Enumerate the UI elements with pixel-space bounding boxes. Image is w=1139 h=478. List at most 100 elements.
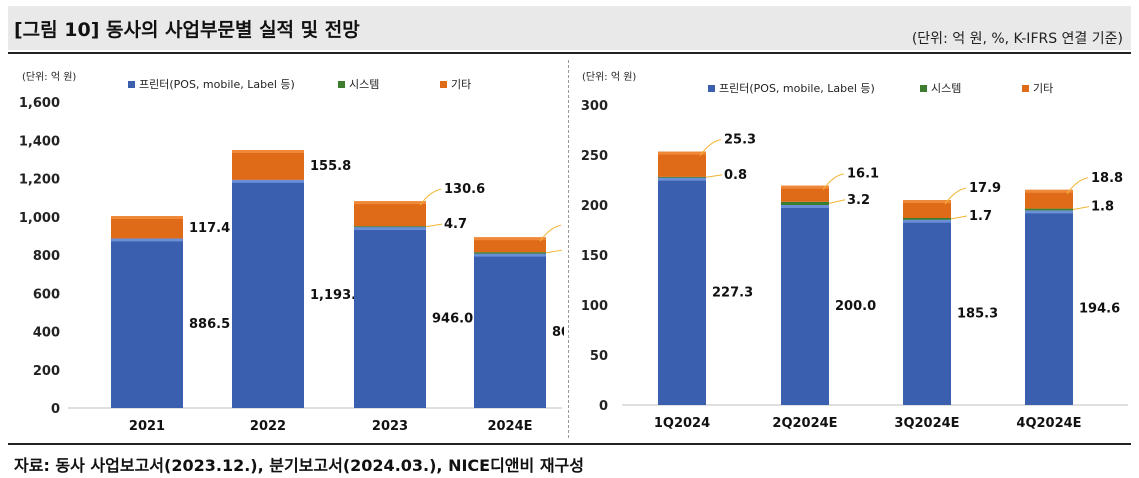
quarterly-legend-swatch-other xyxy=(1022,85,1029,92)
quarterly-bar-other-2Q2024E xyxy=(781,185,829,202)
quarterly-ytick-label: 50 xyxy=(590,349,608,364)
quarterly-legend-swatch-printer xyxy=(708,85,715,92)
annual-data-label-other: 155.8 xyxy=(310,159,351,174)
quarterly-ytick-label: 100 xyxy=(581,299,608,314)
annual-ytick-label: 1,200 xyxy=(19,173,60,188)
quarterly-data-label-other: 16.1 xyxy=(847,167,879,182)
annual-ytick-label: 1,000 xyxy=(19,211,60,226)
figure-title: [그림 10] 동사의 사업부문별 실적 및 전망 xyxy=(14,19,360,41)
annual-ytick-label: 200 xyxy=(33,364,60,379)
quarterly-legend-label-printer: 프린터(POS, mobile, Label 등) xyxy=(719,82,875,95)
annual-leader-other xyxy=(539,224,562,242)
annual-bar-other-2022 xyxy=(232,150,304,180)
quarterly-category-label: 2Q2024E xyxy=(772,416,837,431)
annual-bar-highlight-other-2024E xyxy=(474,237,546,241)
quarterly-category-label: 4Q2024E xyxy=(1016,416,1081,431)
annual-bar-printer-2022 xyxy=(232,179,304,408)
bottom-rule xyxy=(8,443,1131,445)
quarterly-leader-other xyxy=(699,139,722,156)
quarterly-leader-other xyxy=(944,187,967,205)
annual-legend-swatch-printer xyxy=(128,81,135,88)
quarterly-bar-highlight-printer-2Q2024E xyxy=(781,205,829,208)
unit-note: (단위: 억 원, %, K-IFRS 연결 기준) xyxy=(911,31,1123,47)
quarterly-bar-printer-3Q2024E xyxy=(903,219,951,405)
annual-legend-swatch-other xyxy=(440,81,447,88)
quarterly-ytick-label: 250 xyxy=(581,149,608,164)
annual-category-label: 2023 xyxy=(372,419,408,434)
quarterly-bar-other-3Q2024E xyxy=(903,200,951,218)
quarterly-segment-chart: (단위: 억 원) 프린터(POS, mobile, Label 등) 시스템 기타 0… xyxy=(581,70,1128,431)
quarterly-data-label-system: 1.7 xyxy=(969,209,992,224)
quarterly-bar-printer-4Q2024E xyxy=(1025,210,1073,405)
quarterly-bar-highlight-printer-3Q2024E xyxy=(903,219,951,223)
annual-data-label-system: 4.7 xyxy=(444,217,467,232)
quarterly-bar-printer-2Q2024E xyxy=(781,205,829,405)
quarterly-ytick-label: 0 xyxy=(599,399,608,414)
annual-bar-other-2024E xyxy=(474,237,546,253)
annual-category-label: 2022 xyxy=(250,419,286,434)
annual-bar-system-2024E xyxy=(474,252,546,254)
annual-leader-system xyxy=(425,223,443,228)
annual-segment-chart: (단위: 억 원) 프린터(POS, mobile, Label 등) 시스템 기타 0… xyxy=(19,70,564,434)
quarterly-legend-label-other: 기타 xyxy=(1033,82,1053,95)
quarterly-bar-printer-1Q2024 xyxy=(658,177,706,405)
quarterly-leader-system xyxy=(828,199,846,204)
quarterly-bar-system-1Q2024 xyxy=(658,176,706,178)
quarterly-bar-highlight-printer-4Q2024E xyxy=(1025,210,1073,214)
quarterly-ytick-label: 200 xyxy=(581,199,608,214)
quarterly-data-label-other: 17.9 xyxy=(969,181,1001,196)
quarterly-data-label-system: 0.8 xyxy=(724,168,747,183)
annual-data-label-printer: 807.2 xyxy=(552,325,564,340)
annual-ytick-label: 0 xyxy=(51,402,60,417)
quarterly-bar-highlight-printer-1Q2024 xyxy=(658,177,706,181)
quarterly-ytick-label: 150 xyxy=(581,249,608,264)
source-note: 자료: 동사 사업보고서(2023.12.), 분기보고서(2024.03.),… xyxy=(14,456,584,475)
annual-bar-other-2023 xyxy=(354,201,426,227)
quarterly-data-label-printer: 227.3 xyxy=(712,285,753,300)
annual-legend-label-printer: 프린터(POS, mobile, Label 등) xyxy=(139,78,295,91)
quarterly-bar-highlight-other-2Q2024E xyxy=(781,185,829,189)
quarterly-legend-label-system: 시스템 xyxy=(931,82,961,95)
quarterly-leader-other xyxy=(1066,177,1089,195)
annual-legend-label-system: 시스템 xyxy=(349,78,379,91)
annual-category-label: 2024E xyxy=(487,419,532,434)
annual-bar-highlight-other-2022 xyxy=(232,150,304,154)
annual-data-label-printer: 1,193.1 xyxy=(310,288,365,303)
annual-bar-highlight-printer-2023 xyxy=(354,227,426,231)
panel-divider xyxy=(568,60,569,438)
quarterly-leader-system xyxy=(950,215,968,220)
quarterly-data-label-system: 3.2 xyxy=(847,193,870,208)
annual-bar-highlight-other-2021 xyxy=(111,216,183,220)
quarterly-bar-highlight-other-3Q2024E xyxy=(903,200,951,204)
annual-ytick-label: 400 xyxy=(33,326,60,341)
annual-bar-highlight-printer-2022 xyxy=(232,179,304,183)
annual-data-label-printer: 886.5 xyxy=(189,317,230,332)
quarterly-data-label-other: 18.8 xyxy=(1091,171,1123,186)
annual-ytick-label: 600 xyxy=(33,287,60,302)
quarterly-bar-system-3Q2024E xyxy=(903,218,951,220)
quarterly-bar-system-2Q2024E xyxy=(781,201,829,205)
annual-legend-swatch-system xyxy=(338,81,345,88)
quarterly-category-label: 3Q2024E xyxy=(894,416,959,431)
annual-data-label-other: 130.6 xyxy=(444,182,485,197)
quarterly-data-label-printer: 200.0 xyxy=(835,299,876,314)
top-rule xyxy=(8,52,1131,54)
annual-ytick-label: 800 xyxy=(33,249,60,264)
annual-leader-system xyxy=(545,249,563,254)
quarterly-leader-system xyxy=(1072,206,1090,210)
quarterly-bar-other-4Q2024E xyxy=(1025,189,1073,209)
annual-bar-system-2023 xyxy=(354,226,426,228)
annual-leader-other xyxy=(419,188,442,206)
annual-unit-label: (단위: 억 원) xyxy=(22,70,76,83)
annual-bar-other-2021 xyxy=(111,216,183,239)
quarterly-bar-system-4Q2024E xyxy=(1025,208,1073,211)
annual-bar-highlight-printer-2024E xyxy=(474,253,546,257)
quarterly-bar-highlight-other-1Q2024 xyxy=(658,151,706,155)
annual-data-label-printer: 946.0 xyxy=(432,312,473,327)
quarterly-legend-swatch-system xyxy=(920,85,927,92)
annual-bar-highlight-other-2023 xyxy=(354,201,426,205)
quarterly-data-label-printer: 185.3 xyxy=(957,306,998,321)
quarterly-category-label: 1Q2024 xyxy=(654,416,710,431)
annual-bar-printer-2021 xyxy=(111,238,183,408)
quarterly-unit-label: (단위: 억 원) xyxy=(582,70,636,83)
